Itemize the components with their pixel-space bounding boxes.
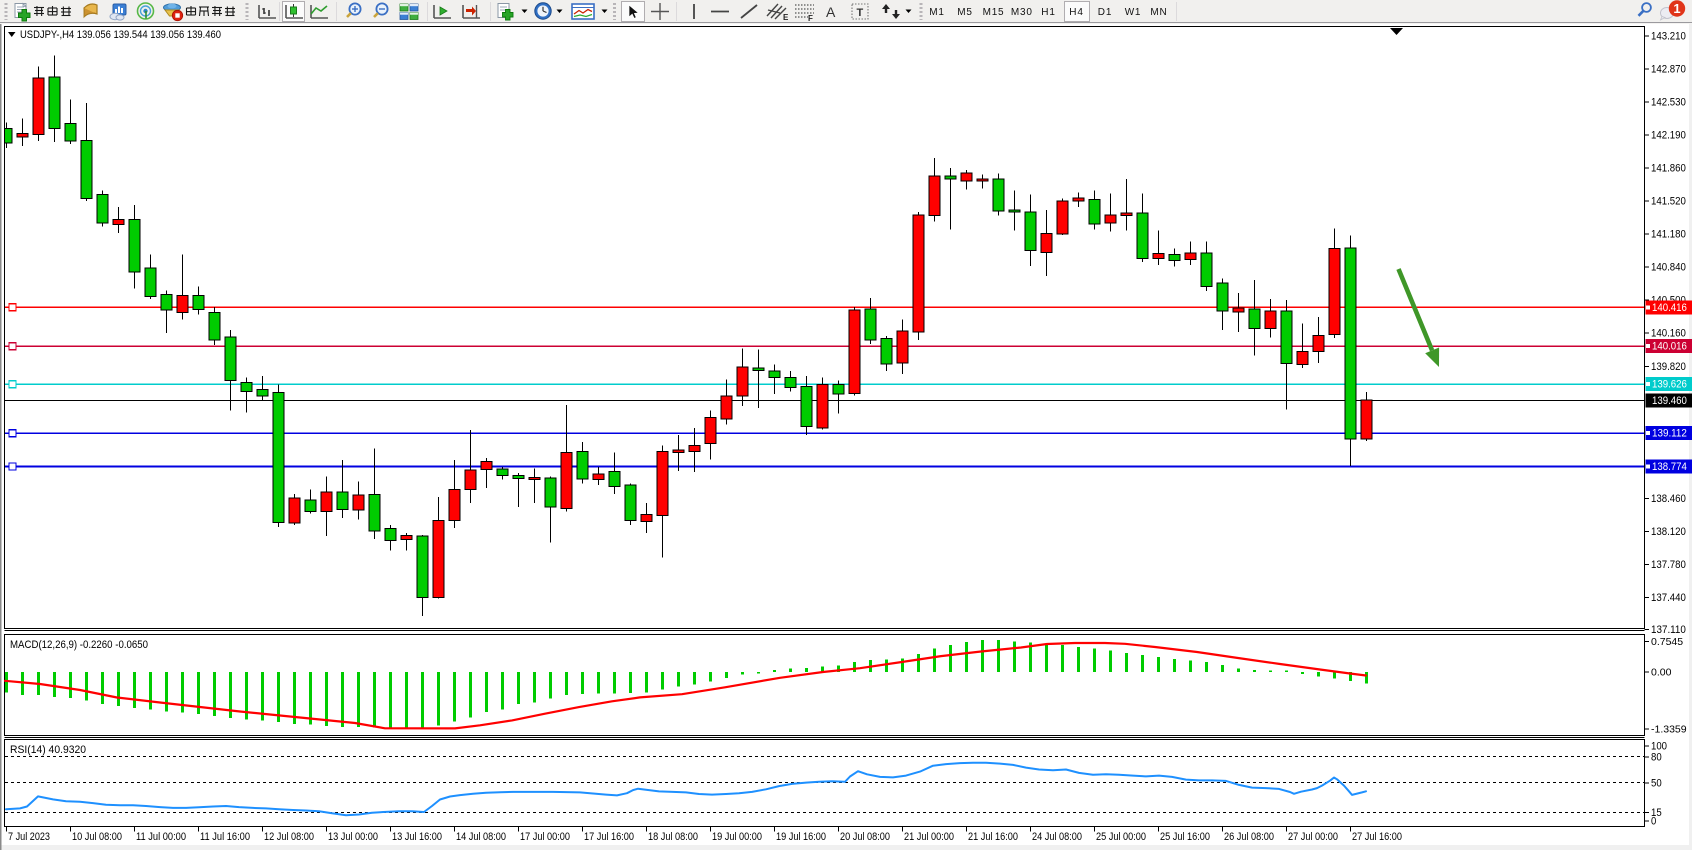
svg-text:MN: MN <box>1150 7 1167 18</box>
svg-text:M5: M5 <box>957 7 973 18</box>
svg-text:19 Jul 16:00: 19 Jul 16:00 <box>776 831 826 843</box>
svg-text:13 Jul 00:00: 13 Jul 00:00 <box>328 831 378 843</box>
svg-text:11 Jul 00:00: 11 Jul 00:00 <box>136 831 186 843</box>
svg-text:USDJPY-,H4 139.056 139.544 13: USDJPY-,H4 139.056 139.544 139.056 139.4… <box>20 29 221 41</box>
svg-text:0: 0 <box>1651 816 1656 828</box>
svg-text:138.460: 138.460 <box>1651 493 1686 505</box>
svg-text:142.530: 142.530 <box>1651 97 1686 109</box>
svg-text:12 Jul 08:00: 12 Jul 08:00 <box>264 831 314 843</box>
svg-text:21 Jul 00:00: 21 Jul 00:00 <box>904 831 954 843</box>
svg-text:M1: M1 <box>929 7 945 18</box>
svg-text:0.00: 0.00 <box>1651 667 1672 679</box>
svg-text:1: 1 <box>1673 1 1680 16</box>
svg-text:80: 80 <box>1651 752 1662 764</box>
svg-text:11 Jul 16:00: 11 Jul 16:00 <box>200 831 250 843</box>
svg-text:26 Jul 08:00: 26 Jul 08:00 <box>1224 831 1274 843</box>
svg-text:H4: H4 <box>1069 7 1083 18</box>
svg-text:18 Jul 08:00: 18 Jul 08:00 <box>648 831 698 843</box>
svg-text:137.110: 137.110 <box>1651 624 1686 636</box>
svg-text:25 Jul 16:00: 25 Jul 16:00 <box>1160 831 1210 843</box>
svg-text:140.416: 140.416 <box>1652 302 1687 314</box>
svg-text:14 Jul 08:00: 14 Jul 08:00 <box>456 831 506 843</box>
svg-text:17 Jul 00:00: 17 Jul 00:00 <box>520 831 570 843</box>
svg-text:139.820: 139.820 <box>1651 361 1686 373</box>
svg-text:MACD(12,26,9) -0.2260 -0.0650: MACD(12,26,9) -0.2260 -0.0650 <box>10 639 148 651</box>
svg-text:27 Jul 16:00: 27 Jul 16:00 <box>1352 831 1402 843</box>
svg-text:E: E <box>783 13 789 22</box>
svg-text:25 Jul 00:00: 25 Jul 00:00 <box>1096 831 1146 843</box>
svg-text:21 Jul 16:00: 21 Jul 16:00 <box>968 831 1018 843</box>
svg-text:15: 15 <box>1651 807 1662 819</box>
svg-text:0.7545: 0.7545 <box>1651 636 1683 648</box>
svg-text:W1: W1 <box>1125 7 1142 18</box>
svg-text:139.460: 139.460 <box>1652 395 1687 407</box>
svg-text:A: A <box>826 4 836 20</box>
svg-text:139.626: 139.626 <box>1652 379 1687 391</box>
svg-text:143.210: 143.210 <box>1651 31 1686 43</box>
svg-text:-1.3359: -1.3359 <box>1651 724 1687 736</box>
svg-text:19 Jul 00:00: 19 Jul 00:00 <box>712 831 762 843</box>
svg-text:140.840: 140.840 <box>1651 262 1686 274</box>
svg-text:RSI(14) 40.9320: RSI(14) 40.9320 <box>10 744 86 756</box>
svg-text:T: T <box>857 7 864 19</box>
svg-text:10 Jul 08:00: 10 Jul 08:00 <box>72 831 122 843</box>
svg-text:H1: H1 <box>1041 7 1055 18</box>
svg-text:13 Jul 16:00: 13 Jul 16:00 <box>392 831 442 843</box>
svg-text:141.180: 141.180 <box>1651 229 1686 241</box>
svg-text:100: 100 <box>1651 741 1667 753</box>
svg-text:140.160: 140.160 <box>1651 328 1686 340</box>
svg-text:M15: M15 <box>983 7 1005 18</box>
svg-text:F: F <box>808 14 813 23</box>
svg-text:140.016: 140.016 <box>1652 341 1687 353</box>
svg-text:20 Jul 08:00: 20 Jul 08:00 <box>840 831 890 843</box>
svg-text:141.860: 141.860 <box>1651 163 1686 175</box>
svg-text:D1: D1 <box>1098 7 1112 18</box>
svg-text:142.190: 142.190 <box>1651 130 1686 142</box>
svg-text:137.780: 137.780 <box>1651 559 1686 571</box>
svg-text:24 Jul 08:00: 24 Jul 08:00 <box>1032 831 1082 843</box>
svg-text:27 Jul 00:00: 27 Jul 00:00 <box>1288 831 1338 843</box>
svg-text:138.120: 138.120 <box>1651 526 1686 538</box>
svg-text:139.112: 139.112 <box>1652 428 1687 440</box>
svg-text:142.870: 142.870 <box>1651 64 1686 76</box>
svg-text:M30: M30 <box>1011 7 1033 18</box>
svg-text:17 Jul 16:00: 17 Jul 16:00 <box>584 831 634 843</box>
svg-text:50: 50 <box>1651 778 1662 790</box>
svg-text:138.774: 138.774 <box>1652 461 1687 473</box>
svg-text:137.440: 137.440 <box>1651 592 1686 604</box>
svg-text:7 Jul 2023: 7 Jul 2023 <box>8 831 50 843</box>
svg-text:141.520: 141.520 <box>1651 196 1686 208</box>
